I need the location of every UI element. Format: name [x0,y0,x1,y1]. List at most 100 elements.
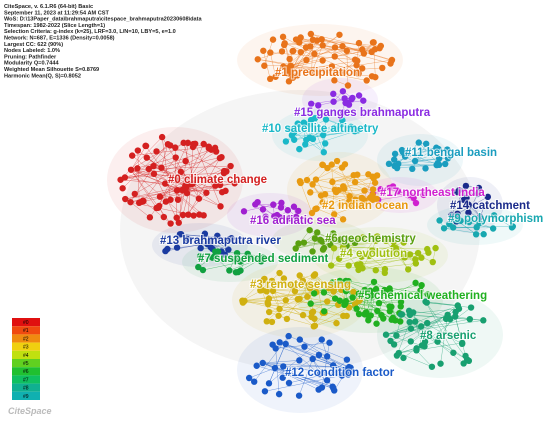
node [127,198,134,206]
node [128,152,136,159]
edge [295,238,333,249]
node [301,343,308,350]
edge [299,130,359,150]
node [374,233,381,240]
edge [242,279,264,301]
edge [313,307,350,327]
node [331,125,338,132]
edge [188,157,221,215]
node [372,285,380,293]
edge [153,173,179,223]
cluster-label: #11 bengal basin [405,147,497,159]
node [329,279,336,286]
edge [357,257,422,266]
node [270,201,277,208]
node [260,47,267,54]
node [290,129,298,136]
edge [326,359,348,381]
edge [343,182,376,187]
node [355,39,363,47]
node [311,50,318,58]
edge [402,147,437,153]
edge [125,189,183,200]
legend-label: #1 [23,328,29,334]
edge [360,263,385,274]
edge [269,298,300,313]
cluster-hull [182,242,278,282]
node [154,204,162,211]
edge [370,295,372,316]
node [374,307,381,315]
node [343,356,351,363]
node [417,323,425,330]
edge [386,320,484,335]
node [399,149,407,156]
node [379,64,386,72]
node [177,168,185,176]
edge [242,300,314,312]
node [335,255,343,262]
node [446,220,453,228]
node [371,179,379,186]
node [434,159,441,167]
node [280,275,288,282]
node [354,171,361,178]
edge [283,366,350,368]
node [406,251,414,258]
edge [120,136,163,180]
node [489,225,497,232]
node [158,164,165,171]
node [373,320,380,327]
node [358,201,365,209]
edge [185,148,210,186]
node [303,56,310,64]
node [153,148,160,155]
edge [130,169,184,216]
node [393,332,400,339]
node [261,62,268,69]
node [196,252,204,260]
edge [143,157,176,202]
node [423,299,430,306]
node [349,294,356,301]
header-line: September 11, 2023 at 11:29:54 AM CST [4,10,109,16]
node [434,338,441,345]
node [212,182,219,189]
node [390,237,397,245]
node [377,186,384,193]
cluster-label: #1 precipitation [275,67,360,79]
node [333,319,340,327]
edge [396,250,409,270]
node [351,239,359,247]
node [322,116,330,123]
node [296,145,303,153]
node [476,219,483,227]
node [290,47,297,55]
node [412,199,420,207]
header-line: Pruning: Pathfinder [4,54,57,60]
node [295,207,302,215]
node [356,296,364,304]
node [424,291,431,298]
node [292,245,299,252]
node [276,305,283,313]
node [295,240,302,247]
cluster-label: #14 catchment [450,200,530,212]
node [319,161,326,168]
node [227,162,234,170]
node [257,258,265,265]
node [319,57,326,64]
node [121,174,129,181]
edge [275,348,280,395]
node [279,33,287,41]
header-line: Network: N=687, E=1336 (Density=0.0058) [4,36,115,42]
node [332,188,340,196]
node [345,363,353,371]
node [309,355,316,363]
edge [393,240,417,264]
node [359,65,366,72]
node [414,249,422,257]
edge [312,184,323,203]
edge [212,238,230,250]
edge [124,149,212,178]
